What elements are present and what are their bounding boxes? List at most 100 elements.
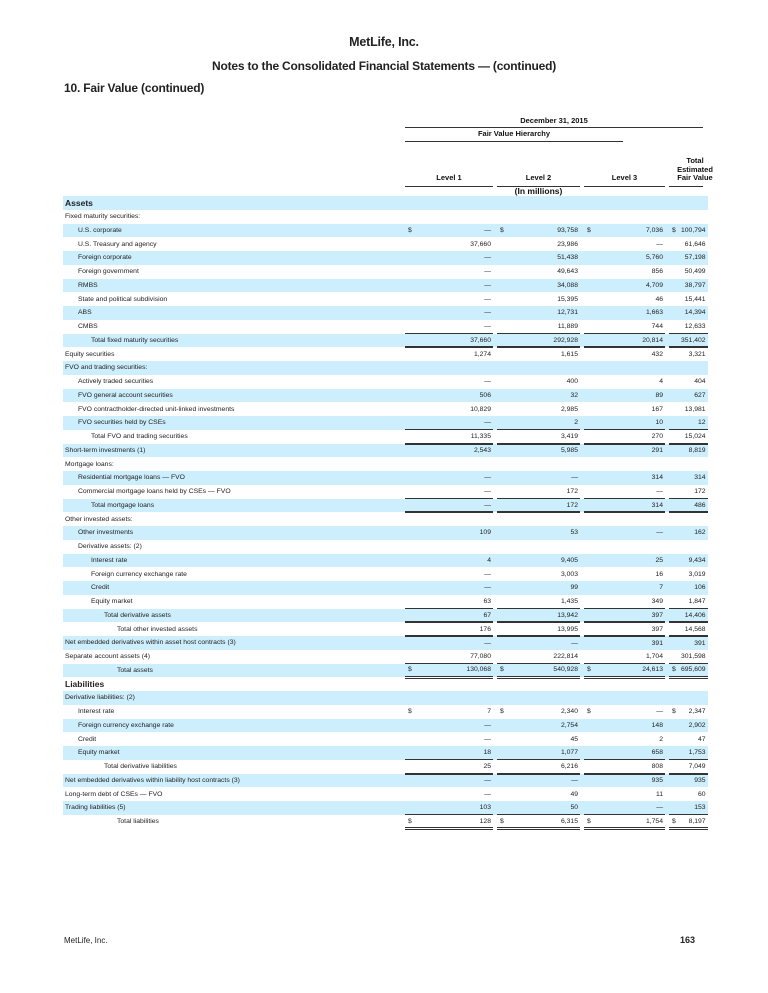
dollar-sign: $: [497, 663, 509, 679]
row-label: Fixed maturity securities:: [65, 213, 141, 221]
cell-value: 9,405: [509, 553, 580, 568]
spacer: [493, 471, 497, 485]
cell-value: 99: [509, 581, 580, 595]
cell-value: 60: [698, 790, 706, 798]
row-label: Other investments: [63, 526, 405, 540]
dollar-sign: [405, 746, 417, 760]
dollar-sign: [584, 636, 596, 650]
row-label: Credit: [78, 735, 97, 743]
spacer: [493, 636, 497, 650]
total-row: Total derivative liabilities 25 6,216 808 7,…: [63, 759, 708, 775]
cell-value: 25: [596, 553, 665, 568]
dollar-sign: [405, 361, 417, 375]
cell-value: [417, 210, 493, 224]
fair-value-table: Assets Fixed maturity securities: U.S. cor…: [63, 196, 708, 830]
dollar-sign: $: [584, 814, 596, 830]
dollar-sign: [669, 759, 681, 775]
dollar-sign: [497, 210, 509, 224]
row-label: Total derivative liabilities: [104, 763, 177, 771]
dollar-sign: [669, 210, 681, 224]
dollar-sign: [405, 485, 417, 499]
dollar-sign: [584, 567, 596, 581]
cell-value: 808: [596, 759, 665, 775]
cell-value: 153: [681, 801, 708, 815]
spacer: [580, 746, 584, 760]
cell-value: 3,419: [509, 429, 580, 445]
row-label: Assets: [63, 196, 405, 210]
dollar-sign: [584, 801, 596, 815]
col-rule: [584, 186, 665, 187]
cell-value: 6,216: [509, 759, 580, 775]
cell-value: [681, 457, 708, 471]
table-row: Short-term investments (1) 2,543 5,985 291 8…: [63, 443, 708, 458]
cell-value: 291: [596, 443, 665, 458]
cell-value: [596, 677, 665, 691]
cell-value: —: [484, 268, 491, 276]
dollar-sign: [669, 621, 681, 637]
dollar-sign: $: [405, 663, 417, 679]
table-row: FVO general account securities 506 32 89 627: [63, 388, 708, 403]
spacer: [580, 388, 584, 403]
dollar-sign: [584, 512, 596, 526]
cell-value: [681, 361, 708, 375]
row-label: CMBS: [78, 323, 98, 331]
spacer: [580, 471, 584, 485]
total-row: Total derivative assets 67 13,942 397 14,406: [63, 608, 708, 624]
spacer: [493, 333, 497, 348]
table-row: Derivative assets: (2): [63, 540, 708, 554]
dollar-sign: [669, 265, 681, 279]
spacer: [665, 333, 669, 348]
cell-value: 16: [655, 570, 663, 578]
row-label: Total assets: [63, 663, 405, 678]
cell-value: 172: [566, 487, 578, 495]
row-label: Liabilities: [65, 679, 105, 690]
dollar-sign: [497, 526, 509, 540]
spacer: [580, 196, 584, 210]
cell-value: 15,441: [684, 295, 706, 303]
dollar-sign: [669, 746, 681, 760]
cell-value: —: [596, 526, 665, 540]
cell-value: 9,434: [681, 553, 708, 568]
cell-value: —: [484, 735, 491, 743]
cell-value: —: [484, 790, 491, 798]
row-label: FVO contractholder-directed unit-linked …: [78, 405, 235, 413]
row-label: Derivative assets: (2): [78, 543, 142, 551]
dollar-sign: [405, 567, 417, 581]
table-row: Net embedded derivatives within asset ho…: [63, 636, 708, 650]
dollar-sign: [497, 361, 509, 375]
section-row: Assets: [63, 196, 708, 210]
dollar-sign: [584, 746, 596, 760]
spacer: [493, 196, 497, 210]
dollar-sign: [405, 265, 417, 279]
cell-value: 1,753: [681, 746, 708, 760]
dollar-sign: [405, 581, 417, 595]
cell-value: 7,049: [681, 759, 708, 775]
row-label: Mortgage loans:: [65, 460, 114, 468]
table-row: CMBS — 11,889 744 12,633: [63, 320, 708, 334]
total-row: Total fixed maturity securities 37,660 292…: [63, 333, 708, 349]
row-label: Interest rate: [63, 553, 405, 568]
cell-value: 2: [509, 416, 580, 430]
page-number: 163: [680, 935, 696, 945]
table-row: Derivative liabilities: (2): [63, 691, 708, 705]
cell-value: 222,814: [553, 652, 578, 660]
cell-value: —: [417, 498, 493, 514]
table-row: Fixed maturity securities:: [63, 210, 708, 224]
cell-value: 1,847: [688, 597, 706, 605]
table-row: Foreign currency exchange rate — 2,754 148 2…: [63, 718, 708, 733]
dollar-sign: [584, 471, 596, 485]
cell-value: 38,797: [681, 278, 708, 293]
spacer: [493, 663, 497, 678]
dollar-sign: [405, 526, 417, 540]
spacer: [665, 608, 669, 623]
dollar-sign: $: [584, 663, 596, 679]
company-title: MetLife, Inc.: [349, 35, 419, 49]
spacer: [493, 801, 497, 815]
table-row: Equity securities 1,274 1,615 432 3,321: [63, 347, 708, 361]
spacer: [493, 278, 497, 293]
dollar-sign: [497, 512, 509, 526]
row-label: Equity securities: [65, 350, 115, 358]
dollar-sign: [405, 608, 417, 624]
dollar-sign: [497, 595, 509, 609]
row-label: Foreign government: [78, 268, 139, 276]
